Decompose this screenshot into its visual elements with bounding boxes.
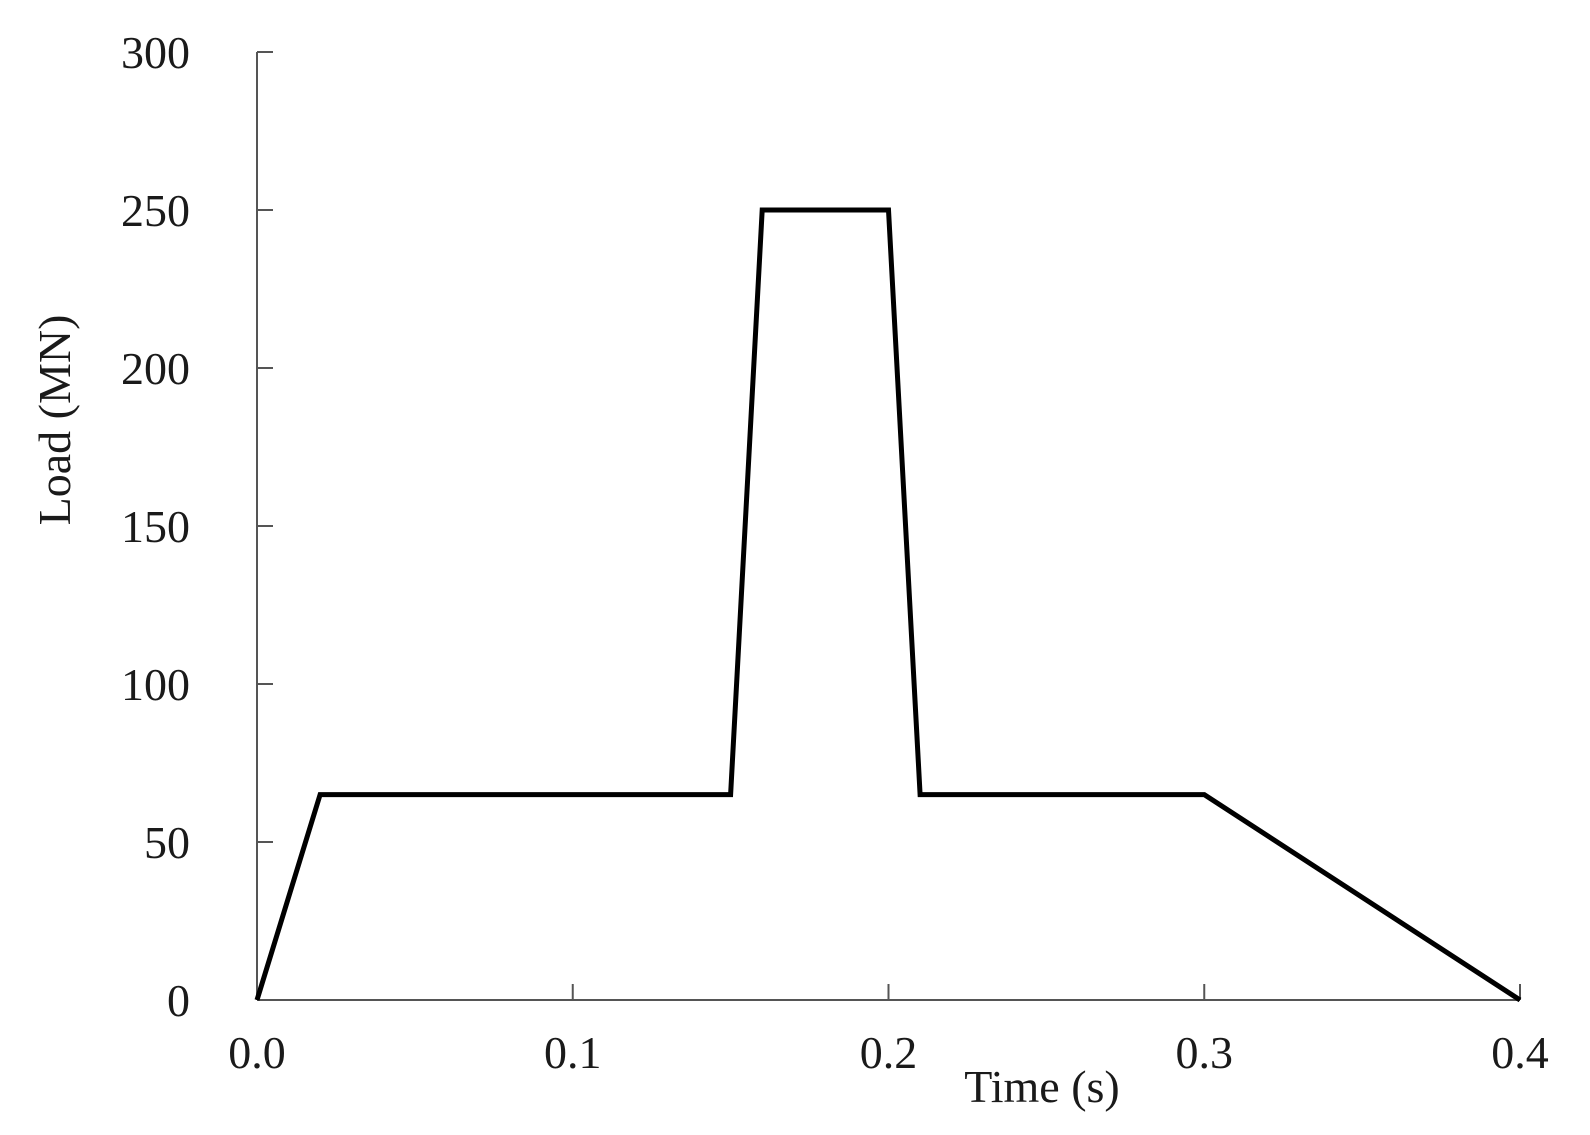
y-tick-label: 300 [121, 27, 190, 78]
y-axis-title: Load (MN) [29, 315, 80, 526]
x-tick-label: 0.3 [1176, 1027, 1234, 1078]
x-tick-label: 0.2 [860, 1027, 918, 1078]
series-group [254, 207, 1522, 1003]
x-tick-label: 0.0 [228, 1027, 286, 1078]
x-axis-ticks: 0.0 0.1 0.2 0.3 0.4 [228, 984, 1549, 1078]
y-tick-label: 200 [121, 343, 190, 394]
y-tick-label: 0 [167, 975, 190, 1026]
series-line [254, 207, 1522, 1003]
x-tick-label: 0.4 [1491, 1027, 1549, 1078]
y-tick-label: 150 [121, 501, 190, 552]
y-tick-label: 250 [121, 185, 190, 236]
y-tick-label: 100 [121, 659, 190, 710]
x-axis-title: Time (s) [964, 1061, 1120, 1112]
y-axis-ticks: 0 50 100 150 200 250 300 [121, 27, 273, 1026]
x-tick-label: 0.1 [544, 1027, 602, 1078]
y-tick-label: 50 [144, 817, 190, 868]
axes [256, 52, 1520, 1001]
